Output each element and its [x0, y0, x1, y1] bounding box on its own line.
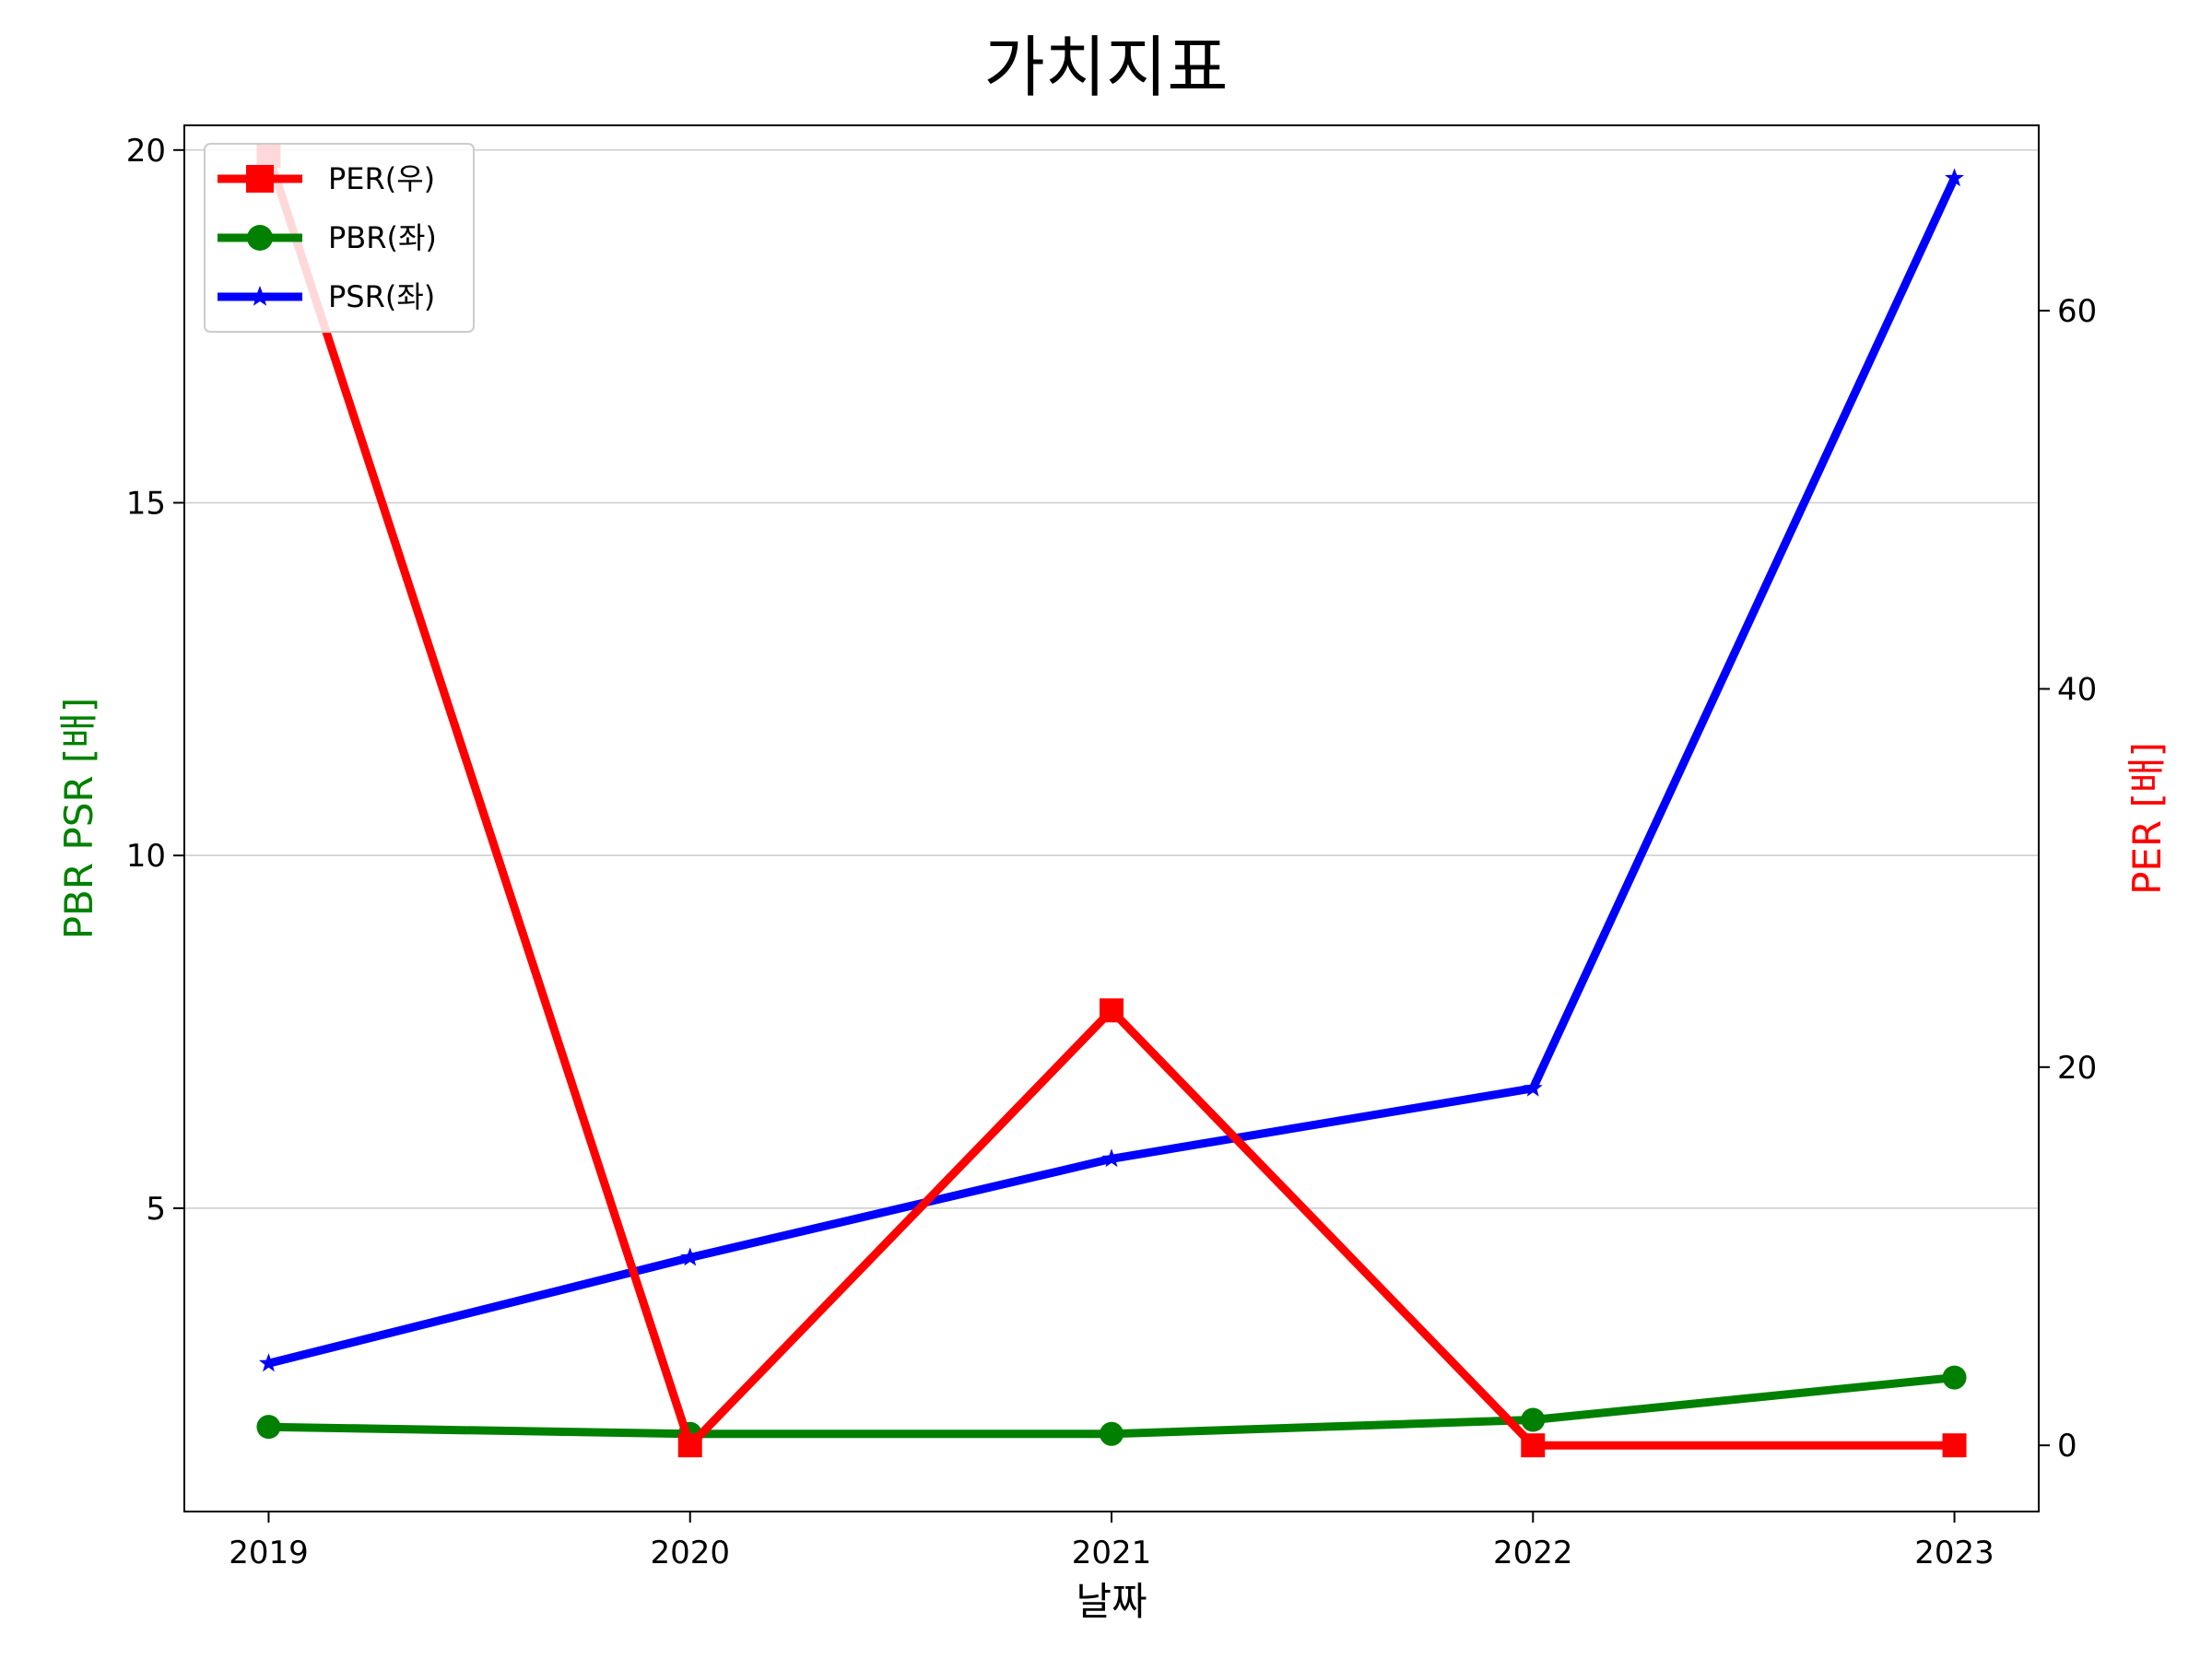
series-1-point-2023 — [1945, 168, 1964, 187]
series-line-2 — [265, 154, 1955, 1450]
right-y-tick-label-20: 20 — [2057, 1050, 2097, 1087]
series-1 — [259, 168, 1964, 1372]
x-tick-label-2020: 2020 — [650, 1535, 730, 1571]
legend-label-2: PSR(좌) — [328, 279, 435, 314]
plot-frame — [183, 124, 2040, 1512]
legend: PER(우) PBR(좌) PSR(좌) — [204, 143, 475, 333]
legend-marker-2 — [249, 286, 271, 306]
right-y-axis-title: PER [배] — [2124, 742, 2170, 895]
legend-marker-1 — [247, 225, 273, 251]
legend-label-0: PER(우) — [328, 161, 435, 196]
series-2-point-2021 — [1100, 998, 1124, 1023]
chart-title: 가치지표 — [984, 29, 1229, 106]
series-0-point-2023 — [1942, 1365, 1967, 1390]
series-layer — [256, 143, 1967, 1458]
axes: 2019 2020 2021 2022 2023 5 10 15 20 0 20 40 60 — [126, 133, 2098, 1571]
x-tick-label-2019: 2019 — [229, 1535, 309, 1571]
series-1-point-2020 — [680, 1247, 700, 1266]
right-y-tick-label-0: 0 — [2057, 1428, 2077, 1465]
x-tick-label-2023: 2023 — [1914, 1535, 1994, 1571]
series-1-point-2021 — [1101, 1148, 1122, 1168]
series-2-point-2022 — [1521, 1433, 1546, 1458]
series-line-1 — [267, 176, 1959, 1368]
x-tick-label-2022: 2022 — [1493, 1535, 1573, 1571]
series-1-point-2019 — [259, 1353, 278, 1372]
left-y-tick-label-5: 5 — [146, 1191, 166, 1228]
legend-label-1: PBR(좌) — [328, 220, 437, 255]
right-y-tick-label-60: 60 — [2057, 293, 2097, 330]
series-0-point-2022 — [1521, 1407, 1546, 1432]
x-axis-title: 날짜 — [1076, 1579, 1147, 1624]
legend-marker-0 — [246, 165, 274, 193]
left-y-tick-label-10: 10 — [126, 838, 166, 875]
series-2-point-2023 — [1942, 1433, 1967, 1458]
left-y-axis-title: PBR PSR [배] — [56, 698, 101, 940]
series-1-point-2022 — [1523, 1077, 1543, 1097]
left-y-tick-label-15: 15 — [126, 485, 166, 522]
series-0-point-2019 — [256, 1415, 281, 1440]
series-0-point-2021 — [1100, 1421, 1124, 1446]
series-0 — [256, 1365, 1967, 1446]
left-y-tick-label-20: 20 — [126, 133, 166, 170]
series-2-point-2020 — [677, 1433, 702, 1458]
right-y-tick-label-40: 40 — [2057, 671, 2097, 708]
series-2 — [256, 143, 1967, 1458]
x-tick-label-2021: 2021 — [1072, 1535, 1152, 1571]
